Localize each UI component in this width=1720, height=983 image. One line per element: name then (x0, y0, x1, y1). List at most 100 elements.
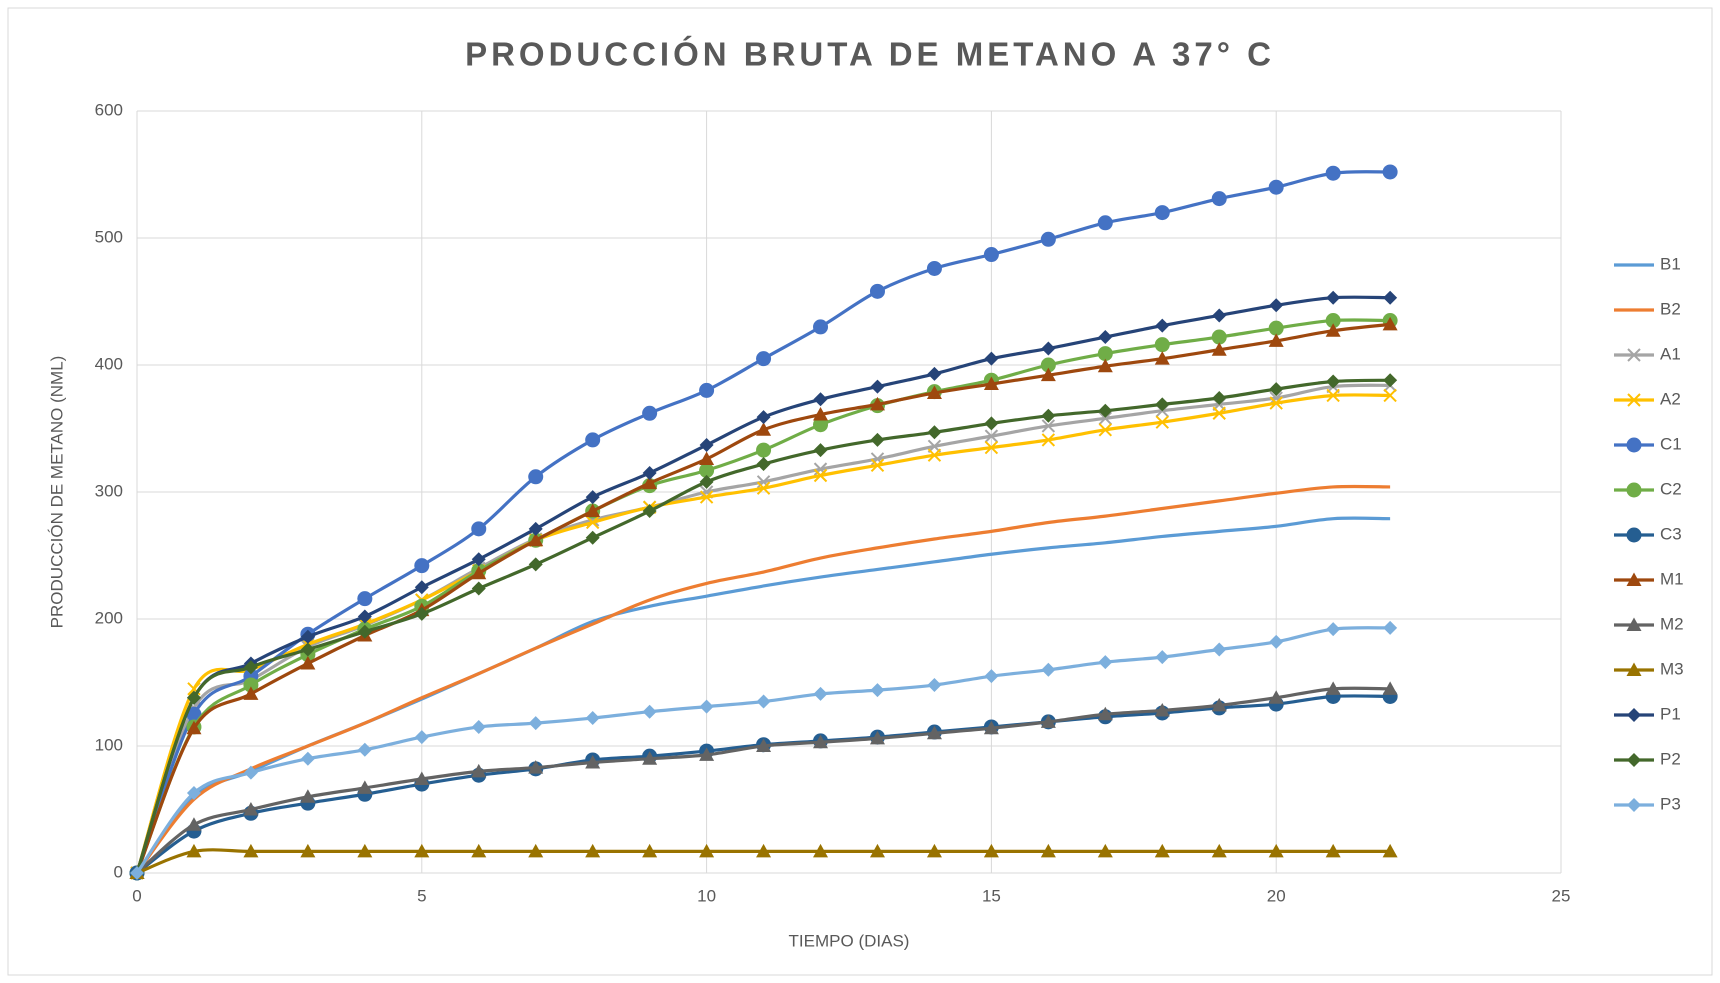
marker (756, 738, 772, 752)
marker (357, 609, 372, 624)
marker (471, 763, 487, 778)
marker (1097, 215, 1113, 231)
marker (870, 379, 885, 394)
marker (813, 843, 829, 858)
y-tick-label: 300 (95, 481, 123, 500)
marker (1269, 634, 1284, 649)
marker (1326, 622, 1341, 637)
marker (243, 765, 258, 780)
marker (1155, 650, 1170, 665)
chart-title: PRODUCCIÓN BRUTA DE METANO A 37° C (465, 36, 1275, 73)
marker (243, 686, 259, 700)
marker (585, 755, 601, 769)
marker (642, 843, 658, 858)
legend-label: B2 (1660, 299, 1681, 318)
marker (1097, 358, 1113, 373)
marker (1382, 316, 1398, 331)
marker (1268, 320, 1284, 336)
marker (1154, 351, 1170, 365)
marker (130, 866, 144, 880)
legend-marker (1627, 708, 1641, 722)
marker (357, 843, 373, 858)
marker (300, 789, 316, 803)
x-tick-label: 5 (417, 886, 426, 905)
legend-marker (1626, 527, 1642, 543)
marker (699, 843, 715, 858)
marker (1040, 714, 1056, 728)
marker (756, 442, 772, 458)
marker (186, 720, 202, 735)
legend-marker (1626, 662, 1642, 676)
marker (926, 843, 942, 858)
marker (1212, 308, 1227, 323)
marker (1325, 681, 1341, 695)
marker (756, 410, 771, 425)
marker (1040, 357, 1056, 373)
marker (984, 351, 999, 366)
marker (756, 351, 772, 367)
marker (528, 760, 544, 774)
marker (1268, 333, 1284, 347)
marker (813, 468, 828, 483)
marker (813, 417, 829, 433)
legend-label: M1 (1660, 569, 1684, 588)
marker (869, 396, 885, 411)
marker (870, 683, 885, 698)
marker (699, 451, 715, 465)
marker (1098, 655, 1113, 670)
marker (414, 606, 429, 621)
legend-label: P3 (1660, 794, 1681, 813)
marker (1097, 346, 1113, 362)
marker (471, 581, 486, 596)
marker (471, 521, 487, 537)
marker (1268, 690, 1284, 704)
marker (983, 247, 999, 263)
marker (186, 690, 201, 705)
marker (186, 843, 202, 858)
marker (1325, 165, 1341, 181)
marker (1041, 662, 1056, 677)
marker (870, 458, 885, 473)
marker (870, 432, 885, 447)
marker (699, 382, 715, 398)
marker (699, 462, 715, 478)
marker (186, 817, 202, 831)
marker (699, 438, 714, 453)
y-tick-label: 0 (114, 862, 123, 881)
marker (756, 422, 772, 436)
marker (926, 260, 942, 276)
marker (984, 440, 999, 455)
marker (243, 660, 258, 675)
legend-label: P1 (1660, 704, 1681, 723)
marker (984, 429, 999, 443)
marker (1211, 843, 1227, 858)
marker (756, 481, 771, 495)
marker (1154, 337, 1170, 353)
marker (642, 465, 657, 480)
marker (984, 669, 999, 684)
marker (870, 452, 885, 466)
marker (1325, 843, 1341, 858)
marker (585, 711, 600, 726)
x-tick-label: 20 (1267, 886, 1286, 905)
marker (927, 366, 942, 381)
marker (1212, 391, 1227, 406)
marker (300, 843, 316, 858)
marker (1041, 341, 1056, 356)
marker (1155, 318, 1170, 333)
marker (1041, 419, 1056, 433)
marker (813, 686, 828, 701)
marker (756, 843, 772, 858)
legend-marker (1626, 572, 1642, 586)
marker (1383, 373, 1398, 388)
marker (1326, 290, 1341, 305)
marker (1098, 403, 1113, 418)
marker (471, 565, 487, 580)
marker (1154, 702, 1170, 717)
marker (1269, 298, 1284, 313)
legend-label: C1 (1660, 434, 1682, 453)
marker (585, 503, 601, 518)
marker (1097, 843, 1113, 858)
marker (528, 532, 544, 547)
marker (1382, 164, 1398, 180)
